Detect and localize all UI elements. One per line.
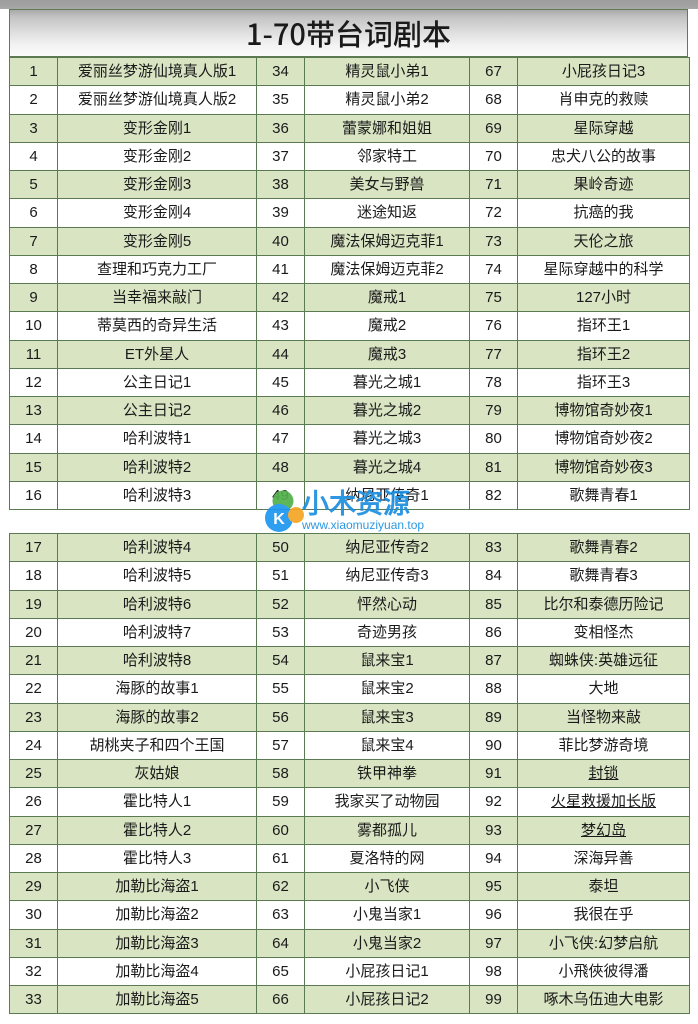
svg-text:www.xiaomuziyuan.top: www.xiaomuziyuan.top [301, 518, 424, 532]
svg-text:K: K [273, 511, 285, 528]
